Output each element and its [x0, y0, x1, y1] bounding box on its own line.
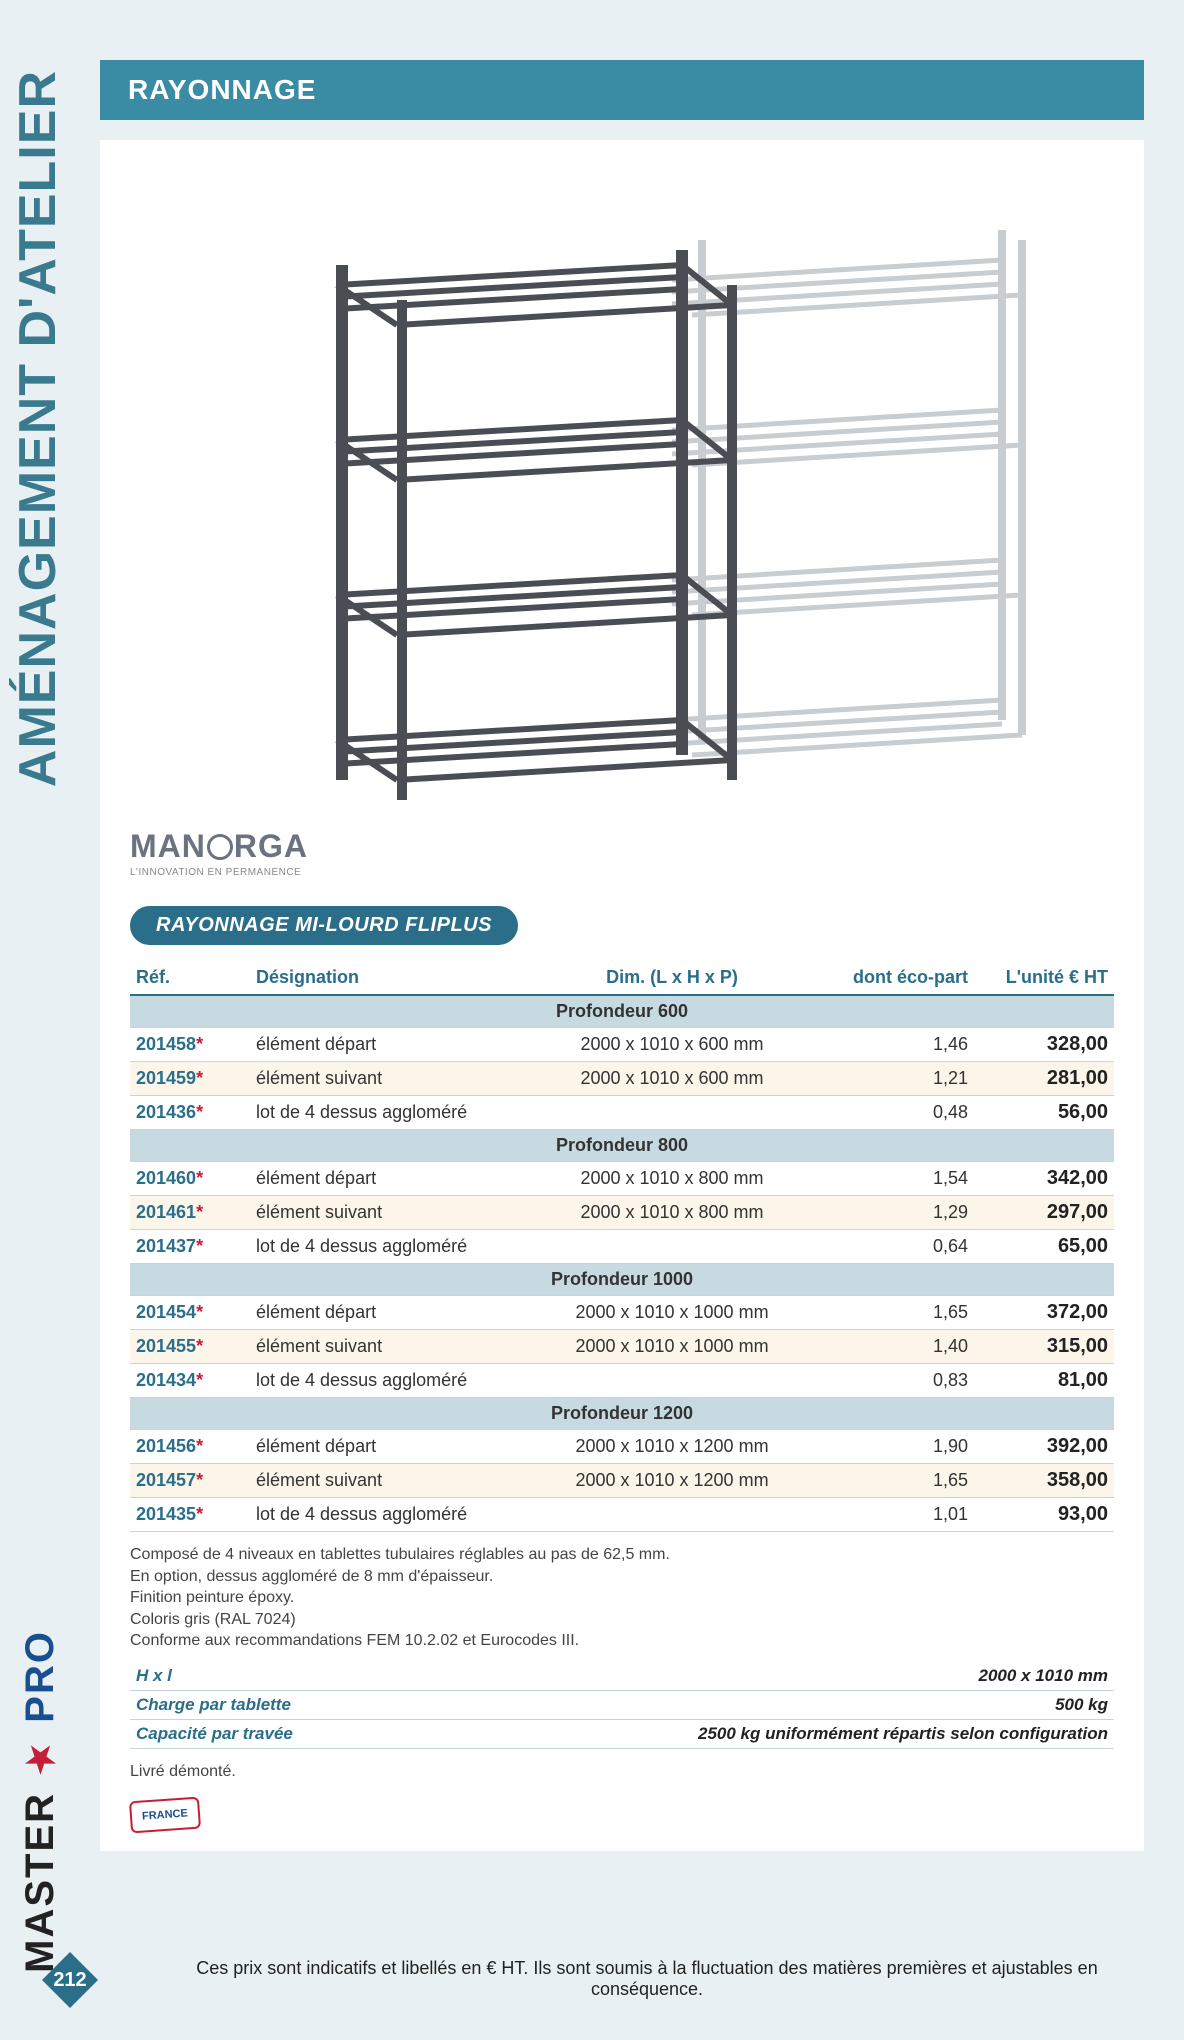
th-eco: dont éco-part: [834, 959, 974, 995]
logo-star-icon: ★: [19, 1736, 60, 1779]
manufacturer-tagline: L'INNOVATION EN PERMANENCE: [130, 867, 1114, 878]
th-dim: Dim. (L x H x P): [510, 959, 834, 995]
table-row: 201436*lot de 4 dessus aggloméré0,4856,0…: [130, 1096, 1114, 1130]
footer-note: Ces prix sont indicatifs et libellés en …: [150, 1958, 1144, 2000]
origin-badge: FRANCE: [129, 1796, 201, 1833]
brand-logo-vertical: MASTER ★ PRO: [18, 1630, 62, 1973]
table-row: 201454*élément départ2000 x 1010 x 1000 …: [130, 1296, 1114, 1330]
description-line: Finition peinture époxy.: [130, 1587, 1114, 1609]
logo-pro: PRO: [18, 1630, 62, 1723]
table-row: 201461*élément suivant2000 x 1010 x 800 …: [130, 1196, 1114, 1230]
table-row: 201456*élément départ2000 x 1010 x 1200 …: [130, 1430, 1114, 1464]
product-image: [130, 170, 1114, 810]
table-row: 201437*lot de 4 dessus aggloméré0,6465,0…: [130, 1230, 1114, 1264]
shelving-illustration: [172, 180, 1072, 800]
th-price: L'unité € HT: [974, 959, 1114, 995]
logo-master: MASTER: [18, 1792, 62, 1973]
table-section-header: Profondeur 1200: [130, 1398, 1114, 1430]
table-row: 201458*élément départ2000 x 1010 x 600 m…: [130, 1028, 1114, 1062]
table-row: 201460*élément départ2000 x 1010 x 800 m…: [130, 1162, 1114, 1196]
manufacturer-logo: MANRGA: [130, 828, 1114, 865]
post-spec-note: Livré démonté.: [130, 1761, 1114, 1783]
description-line: En option, dessus aggloméré de 8 mm d'ép…: [130, 1566, 1114, 1588]
description-line: Composé de 4 niveaux en tablettes tubula…: [130, 1544, 1114, 1566]
th-desig: Désignation: [250, 959, 510, 995]
table-section-header: Profondeur 1000: [130, 1264, 1114, 1296]
table-section-header: Profondeur 800: [130, 1130, 1114, 1162]
table-row: 201435*lot de 4 dessus aggloméré1,0193,0…: [130, 1498, 1114, 1532]
description-line: Coloris gris (RAL 7024): [130, 1609, 1114, 1631]
spec-table: H x l2000 x 1010 mmCharge par tablette50…: [130, 1662, 1114, 1749]
table-row: 201459*élément suivant2000 x 1010 x 600 …: [130, 1062, 1114, 1096]
spec-row: Capacité par travée2500 kg uniformément …: [130, 1719, 1114, 1748]
page-header: RAYONNAGE: [100, 60, 1144, 120]
description-line: Conforme aux recommandations FEM 10.2.02…: [130, 1630, 1114, 1652]
spec-row: Charge par tablette500 kg: [130, 1690, 1114, 1719]
price-table: Réf. Désignation Dim. (L x H x P) dont é…: [130, 959, 1114, 1532]
description-block: Composé de 4 niveaux en tablettes tubula…: [130, 1544, 1114, 1652]
table-row: 201457*élément suivant2000 x 1010 x 1200…: [130, 1464, 1114, 1498]
spec-row: H x l2000 x 1010 mm: [130, 1662, 1114, 1691]
badge-row: FRANCE: [130, 1799, 1114, 1831]
table-row: 201455*élément suivant2000 x 1010 x 1000…: [130, 1330, 1114, 1364]
product-title-pill: RAYONNAGE MI-LOURD FLIPLUS: [130, 906, 518, 945]
table-row: 201434*lot de 4 dessus aggloméré0,8381,0…: [130, 1364, 1114, 1398]
section-side-title: AMÉNAGEMENT D'ATELIER: [12, 70, 64, 787]
th-ref: Réf.: [130, 959, 250, 995]
table-section-header: Profondeur 600: [130, 995, 1114, 1028]
content-area: MANRGA L'INNOVATION EN PERMANENCE RAYONN…: [100, 140, 1144, 1851]
